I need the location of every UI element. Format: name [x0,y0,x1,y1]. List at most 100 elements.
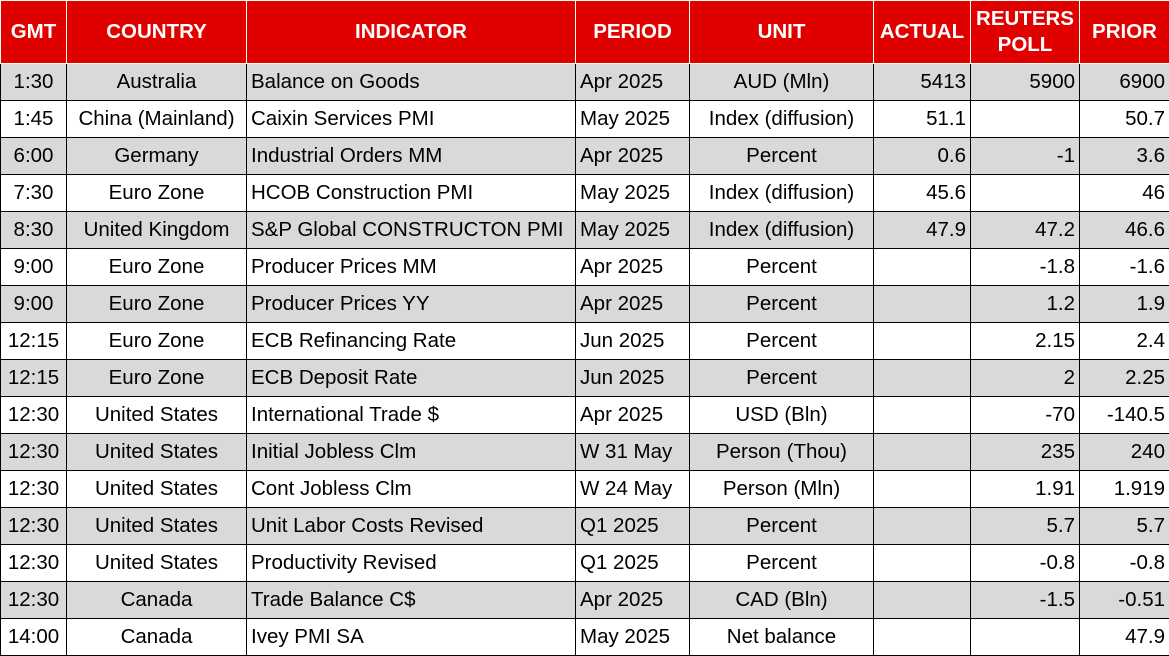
cell-prior: 2.4 [1080,323,1169,360]
cell-prior: 6900 [1080,64,1169,101]
cell-reuters-poll: 5.7 [971,508,1080,545]
cell-actual [874,471,971,508]
cell-reuters-poll: 2 [971,360,1080,397]
cell-prior: 240 [1080,434,1169,471]
cell-period: Apr 2025 [576,249,690,286]
cell-prior: 46 [1080,175,1169,212]
cell-reuters-poll: 235 [971,434,1080,471]
cell-actual [874,545,971,582]
cell-reuters-poll: -1 [971,138,1080,175]
header-period: PERIOD [576,1,690,64]
cell-actual [874,360,971,397]
cell-indicator: Ivey PMI SA [247,619,576,656]
cell-reuters-poll: 5900 [971,64,1080,101]
cell-country: United Kingdom [67,212,247,249]
cell-unit: USD (Bln) [690,397,874,434]
header-indicator: INDICATOR [247,1,576,64]
cell-reuters-poll [971,175,1080,212]
cell-actual [874,434,971,471]
cell-actual: 47.9 [874,212,971,249]
cell-prior: 3.6 [1080,138,1169,175]
cell-unit: Index (diffusion) [690,101,874,138]
cell-period: Q1 2025 [576,508,690,545]
cell-prior: -0.51 [1080,582,1169,619]
cell-gmt: 7:30 [1,175,67,212]
cell-prior: 50.7 [1080,101,1169,138]
cell-gmt: 12:30 [1,508,67,545]
cell-indicator: International Trade $ [247,397,576,434]
cell-unit: Person (Mln) [690,471,874,508]
cell-country: United States [67,508,247,545]
cell-actual [874,323,971,360]
cell-prior: 1.919 [1080,471,1169,508]
cell-gmt: 6:00 [1,138,67,175]
cell-period: Apr 2025 [576,397,690,434]
cell-unit: Person (Thou) [690,434,874,471]
cell-actual: 0.6 [874,138,971,175]
cell-indicator: Trade Balance C$ [247,582,576,619]
cell-period: W 31 May [576,434,690,471]
cell-unit: Percent [690,508,874,545]
cell-actual [874,582,971,619]
cell-indicator: HCOB Construction PMI [247,175,576,212]
cell-unit: Percent [690,323,874,360]
cell-country: Euro Zone [67,323,247,360]
cell-actual [874,619,971,656]
cell-indicator: Cont Jobless Clm [247,471,576,508]
cell-gmt: 12:30 [1,434,67,471]
cell-reuters-poll [971,101,1080,138]
cell-indicator: Unit Labor Costs Revised [247,508,576,545]
cell-period: Jun 2025 [576,360,690,397]
cell-reuters-poll: 47.2 [971,212,1080,249]
cell-reuters-poll [971,619,1080,656]
cell-unit: AUD (Mln) [690,64,874,101]
cell-period: Q1 2025 [576,545,690,582]
cell-period: May 2025 [576,212,690,249]
header-country: COUNTRY [67,1,247,64]
cell-unit: Percent [690,286,874,323]
cell-prior: 5.7 [1080,508,1169,545]
header-prior: PRIOR [1080,1,1169,64]
cell-unit: Index (diffusion) [690,175,874,212]
cell-actual [874,397,971,434]
cell-indicator: Initial Jobless Clm [247,434,576,471]
cell-actual: 51.1 [874,101,971,138]
cell-gmt: 12:30 [1,545,67,582]
header-actual: ACTUAL [874,1,971,64]
cell-prior: -140.5 [1080,397,1169,434]
header-gmt: GMT [1,1,67,64]
cell-unit: Percent [690,249,874,286]
cell-reuters-poll: 2.15 [971,323,1080,360]
cell-unit: Percent [690,360,874,397]
cell-country: United States [67,434,247,471]
cell-reuters-poll: -70 [971,397,1080,434]
header-unit: UNIT [690,1,874,64]
cell-country: China (Mainland) [67,101,247,138]
cell-indicator: Caixin Services PMI [247,101,576,138]
cell-prior: -0.8 [1080,545,1169,582]
cell-gmt: 9:00 [1,286,67,323]
cell-country: Euro Zone [67,360,247,397]
cell-country: Euro Zone [67,175,247,212]
cell-indicator: S&P Global CONSTRUCTON PMI [247,212,576,249]
cell-indicator: Producer Prices MM [247,249,576,286]
cell-actual [874,249,971,286]
cell-prior: -1.6 [1080,249,1169,286]
cell-country: Canada [67,619,247,656]
cell-actual [874,508,971,545]
cell-period: Apr 2025 [576,64,690,101]
cell-indicator: Industrial Orders MM [247,138,576,175]
cell-reuters-poll: -1.5 [971,582,1080,619]
cell-period: May 2025 [576,619,690,656]
cell-unit: Percent [690,138,874,175]
